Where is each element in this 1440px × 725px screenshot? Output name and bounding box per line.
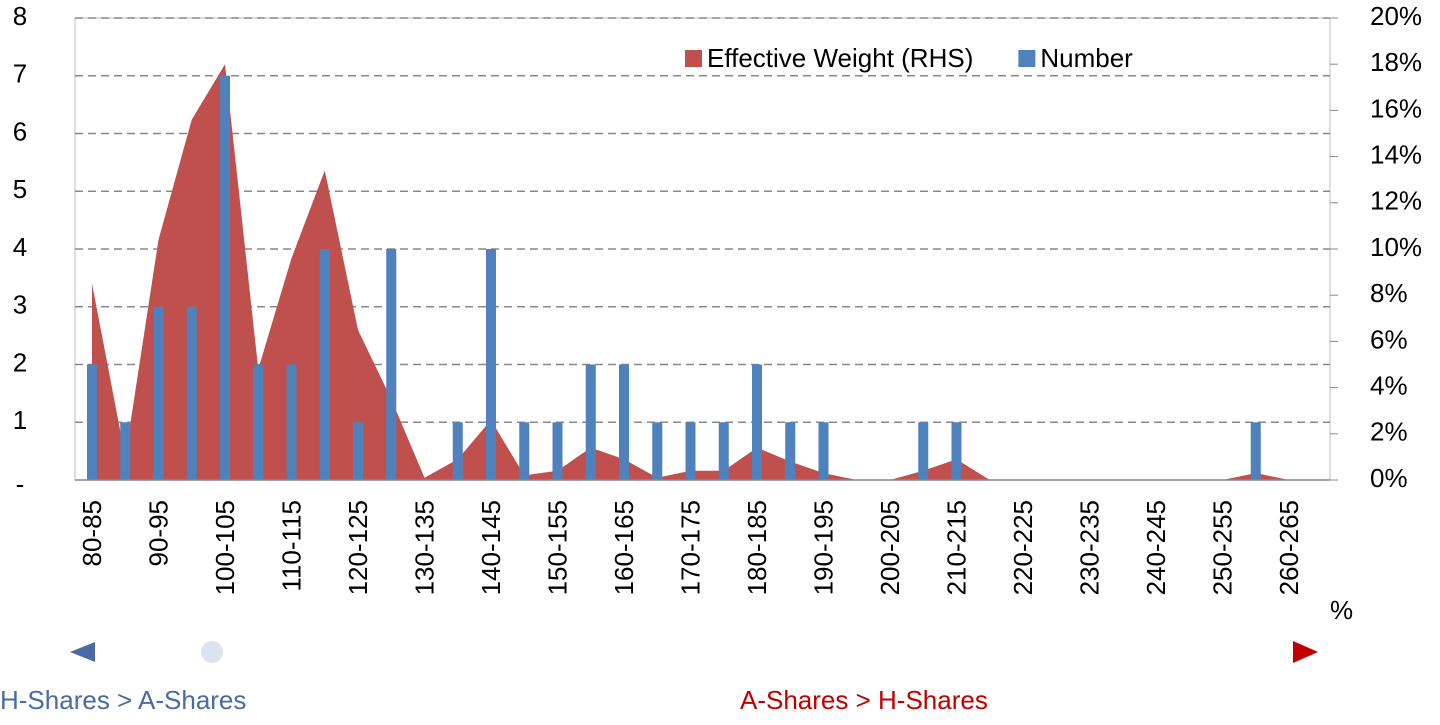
legend-label: Number (1040, 43, 1133, 73)
x-tick-label: 190-195 (808, 500, 838, 595)
bar (785, 422, 796, 480)
bar (452, 422, 463, 480)
y2-tick-label: 18% (1370, 47, 1422, 77)
bar (918, 422, 929, 480)
y2-tick-label: 14% (1370, 139, 1422, 169)
y2-tick-label: 6% (1370, 324, 1408, 354)
x-unit: % (1330, 595, 1353, 625)
bar (1250, 422, 1261, 480)
bar (319, 249, 330, 480)
y-tick-label: 7 (13, 59, 27, 89)
y-tick-label: 1 (13, 405, 27, 435)
bar (353, 422, 363, 480)
legend-swatch (1018, 50, 1036, 67)
bar (619, 364, 629, 480)
x-tick-label: 220-225 (1008, 500, 1038, 595)
y-tick-label: 3 (13, 290, 27, 320)
bar (685, 422, 696, 480)
x-tick-label: 240-245 (1141, 500, 1171, 595)
x-tick-label: 210-215 (941, 500, 971, 595)
x-tick-label: 100-105 (210, 500, 240, 595)
bar (718, 422, 729, 480)
y-tick-label: 2 (13, 347, 27, 377)
y-tick-label: 8 (13, 1, 27, 31)
x-tick-label: 80-85 (77, 500, 107, 567)
x-tick-label: 110-115 (276, 500, 306, 592)
x-tick-label: 150-155 (542, 500, 572, 595)
direction-arrow (70, 641, 1318, 663)
y2-tick-label: 0% (1370, 463, 1408, 493)
y2-tick-label: 2% (1370, 417, 1408, 447)
y2-tick-label: 10% (1370, 232, 1422, 262)
legend-swatch (685, 50, 702, 67)
x-tick-label: 170-175 (675, 500, 705, 595)
x-tick-label: 260-265 (1274, 500, 1304, 595)
x-tick-label: 140-145 (476, 500, 506, 595)
bar (386, 249, 397, 480)
x-tick-label: 90-95 (143, 500, 173, 567)
x-tick-label: 130-135 (409, 500, 439, 595)
y2-tick-label: 16% (1370, 93, 1422, 123)
y-tick-label: - (16, 469, 25, 499)
annotation-left: H-Shares > A-Shares (0, 685, 246, 715)
bar (585, 364, 596, 480)
bar (220, 75, 230, 480)
x-tick-label: 250-255 (1207, 500, 1237, 595)
x-tick-label: 200-205 (875, 500, 905, 595)
y-tick-label: 4 (13, 232, 27, 262)
bar (253, 364, 264, 480)
bar (486, 249, 496, 480)
bar (752, 364, 762, 480)
annotation-right: A-Shares > H-Shares (740, 685, 988, 715)
y2-tick-label: 4% (1370, 370, 1408, 400)
bar (186, 306, 197, 480)
y-tick-label: 6 (13, 116, 27, 146)
y-tick-label: 5 (13, 174, 27, 204)
bar (552, 422, 563, 480)
x-tick-label: 230-235 (1074, 500, 1104, 595)
legend-label: Effective Weight (RHS) (707, 43, 973, 73)
bar (87, 364, 97, 480)
x-tick-label: 180-185 (742, 500, 772, 595)
bar (153, 306, 164, 480)
bar (818, 422, 829, 480)
bar (519, 422, 530, 480)
bar (652, 422, 663, 480)
area (92, 64, 1289, 480)
y2-tick-label: 12% (1370, 186, 1422, 216)
x-tick-label: 160-165 (609, 500, 639, 595)
x-tick-label: 120-125 (343, 500, 373, 595)
bar (286, 364, 297, 480)
y2-tick-label: 20% (1370, 1, 1422, 31)
bar (120, 422, 131, 480)
bar (951, 422, 962, 480)
y2-tick-label: 8% (1370, 278, 1408, 308)
